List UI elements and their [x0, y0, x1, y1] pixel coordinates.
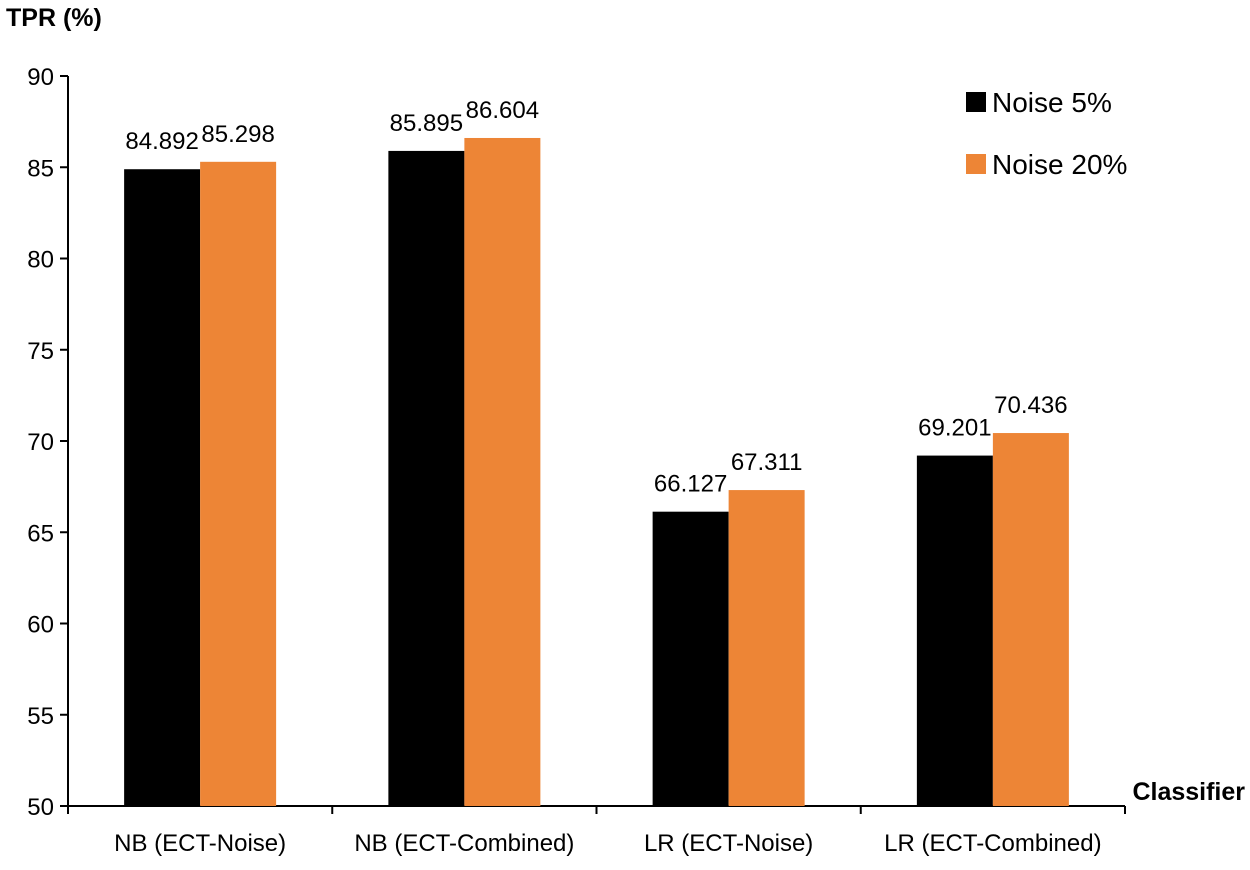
bar-series-2: 85.298 86.604 67.311 70.436	[200, 97, 1069, 807]
legend-swatch	[966, 92, 986, 112]
y-tick-label: 55	[27, 703, 54, 730]
bar-series-1: 84.892 85.895 66.127 69.201	[124, 110, 993, 806]
bar-value-label: 67.311	[731, 449, 803, 476]
y-tick-label: 60	[27, 612, 54, 639]
bar[interactable]	[124, 169, 201, 806]
bar[interactable]	[464, 137, 541, 807]
bar-value-label: 66.127	[654, 471, 727, 498]
y-tick-label: 85	[27, 155, 54, 182]
bar-series-group: 84.892 85.895 66.127 69.201 85.298 86.604 67.3…	[124, 97, 1069, 807]
y-tick-label: 75	[27, 338, 54, 365]
x-tick-label: LR (ECT-Noise)	[644, 830, 813, 857]
x-tick-label: LR (ECT-Combined)	[884, 830, 1101, 857]
y-tick-label: 90	[27, 64, 54, 91]
x-axis-title: Classifier	[1132, 778, 1245, 806]
bar[interactable]	[916, 455, 993, 806]
bar-value-label: 85.298	[201, 121, 274, 148]
y-tick-label: 70	[27, 429, 54, 456]
y-tick-label: 50	[27, 794, 54, 821]
x-tick-label: NB (ECT-Noise)	[114, 830, 286, 857]
x-tick-label: NB (ECT-Combined)	[354, 830, 574, 857]
bar-value-label: 84.892	[125, 128, 198, 155]
y-axis: 50 55 60 65 70 75 80 85 90	[27, 64, 69, 821]
y-tick-label: 65	[27, 520, 54, 547]
bar[interactable]	[652, 511, 729, 806]
bar[interactable]	[200, 161, 277, 806]
legend-item[interactable]: Noise 5%	[966, 87, 1112, 118]
x-axis: NB (ECT-Noise) NB (ECT-Combined) LR (ECT-N…	[67, 805, 1126, 857]
bar-value-label: 70.436	[994, 392, 1067, 419]
y-axis-title: TPR (%)	[6, 4, 102, 32]
bar[interactable]	[728, 490, 805, 806]
bar-value-label: 85.895	[390, 110, 463, 137]
bar-value-label: 86.604	[466, 97, 539, 124]
legend-item[interactable]: Noise 20%	[966, 149, 1127, 180]
bar[interactable]	[992, 433, 1069, 806]
legend-label: Noise 20%	[992, 149, 1127, 180]
legend-swatch	[966, 154, 986, 174]
legend-label: Noise 5%	[992, 87, 1112, 118]
y-tick-label: 80	[27, 247, 54, 274]
legend[interactable]: Noise 5% Noise 20%	[966, 87, 1127, 180]
bar[interactable]	[388, 150, 465, 806]
bar-value-label: 69.201	[918, 415, 991, 442]
